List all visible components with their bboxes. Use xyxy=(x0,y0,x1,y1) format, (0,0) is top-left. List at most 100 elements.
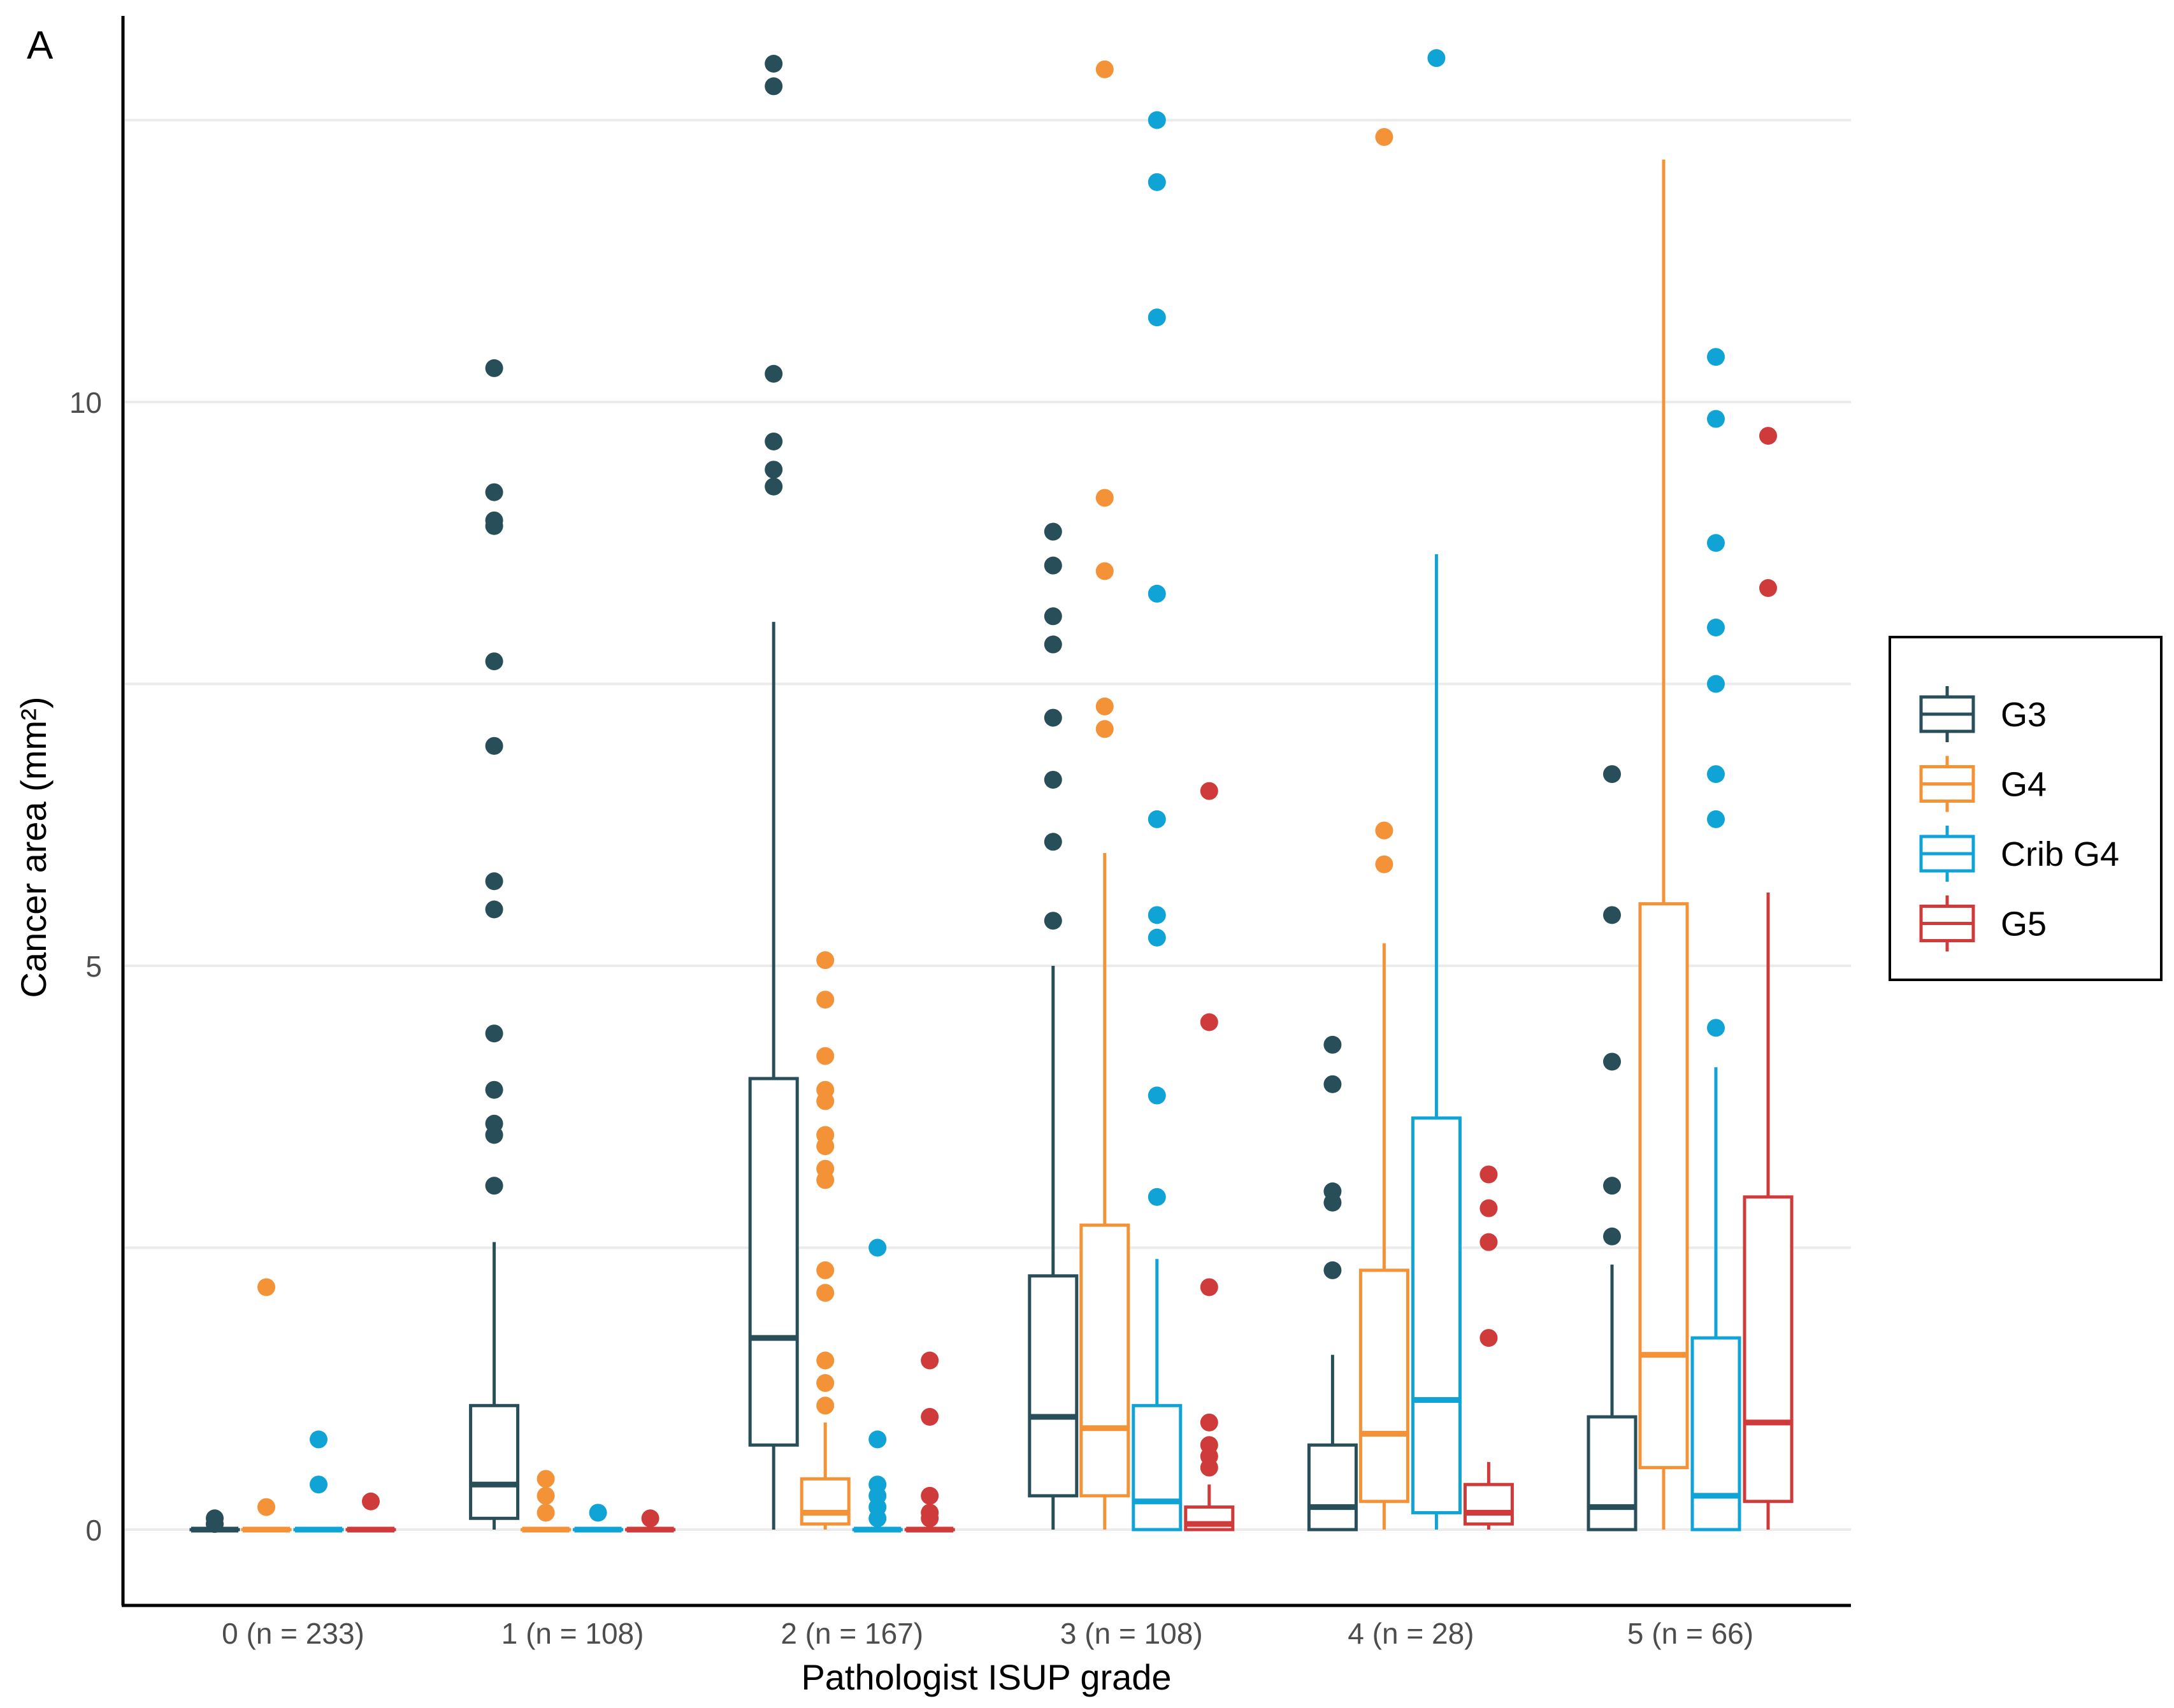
box xyxy=(1307,1443,1358,1532)
outlier-point xyxy=(921,1408,939,1426)
x-tick-label: 1 (n = 108) xyxy=(501,1617,644,1650)
outlier-point xyxy=(1707,348,1725,366)
outlier-point xyxy=(765,364,783,383)
outlier-point xyxy=(1707,810,1725,828)
outlier-point xyxy=(1479,1233,1498,1251)
outlier-point xyxy=(1427,49,1446,68)
outlier-point xyxy=(310,1430,328,1449)
box xyxy=(1079,1223,1130,1498)
outlier-point xyxy=(1044,912,1062,930)
outlier-point xyxy=(816,1284,835,1302)
outlier-point xyxy=(921,1503,939,1522)
outlier-point xyxy=(1603,1177,1621,1195)
outlier-point xyxy=(1603,1227,1621,1245)
outlier-point xyxy=(765,477,783,496)
box xyxy=(469,1403,520,1520)
outlier-point xyxy=(1148,111,1166,129)
x-tick-label: 3 (n = 108) xyxy=(1060,1617,1203,1650)
outlier-point xyxy=(1759,427,1777,445)
outlier-point xyxy=(641,1509,659,1528)
outlier-point xyxy=(536,1486,555,1505)
x-tick-label: 0 (n = 233) xyxy=(222,1617,364,1650)
outlier-point xyxy=(1044,708,1062,727)
box xyxy=(1132,1403,1183,1532)
outlier-point xyxy=(1323,1075,1342,1093)
outlier-point xyxy=(816,1351,835,1370)
outlier-point xyxy=(1044,522,1062,541)
outlier-point xyxy=(485,1080,503,1099)
outlier-point xyxy=(1095,720,1114,738)
y-tick-label: 0 xyxy=(85,1514,102,1547)
outlier-point xyxy=(485,872,503,891)
box xyxy=(1638,902,1689,1470)
outlier-point xyxy=(868,1238,887,1257)
outlier-point xyxy=(1148,810,1166,828)
outlier-point xyxy=(1044,607,1062,626)
outlier-point xyxy=(536,1503,555,1522)
legend-label: Crib G4 xyxy=(2001,835,2119,873)
outlier-point xyxy=(1148,1188,1166,1206)
outlier-point xyxy=(816,991,835,1009)
outlier-point xyxy=(1095,60,1114,78)
outlier-point xyxy=(1375,821,1393,840)
box xyxy=(1587,1415,1638,1532)
x-tick-labels: 0 (n = 233) 1 (n = 108) 2 (n = 167) 3 (n = … xyxy=(222,1617,1753,1650)
outlier-point xyxy=(485,652,503,671)
outlier-point xyxy=(1707,410,1725,428)
legend-label: G4 xyxy=(2001,766,2047,804)
outlier-point xyxy=(1200,1413,1218,1432)
outlier-point xyxy=(206,1515,224,1533)
outlier-point xyxy=(1095,489,1114,507)
outlier-point xyxy=(765,461,783,479)
outlier-point xyxy=(1759,579,1777,598)
outlier-point xyxy=(536,1470,555,1488)
outlier-point xyxy=(765,77,783,96)
legend-label: G3 xyxy=(2001,696,2047,734)
outlier-point xyxy=(816,1261,835,1279)
outlier-point xyxy=(1323,1035,1342,1054)
outlier-point xyxy=(1479,1199,1498,1217)
outlier-point xyxy=(1044,556,1062,575)
outlier-point xyxy=(485,1024,503,1043)
outlier-point xyxy=(1148,906,1166,924)
box xyxy=(1358,1268,1409,1503)
y-tick-labels: 0 5 10 xyxy=(69,386,102,1547)
outlier-point xyxy=(1095,697,1114,715)
outlier-point xyxy=(1603,1052,1621,1071)
box xyxy=(800,1477,851,1526)
outlier-point xyxy=(1148,928,1166,947)
y-tick-label: 5 xyxy=(85,950,102,983)
outlier-point xyxy=(1044,770,1062,789)
outlier-point xyxy=(485,1114,503,1133)
outlier-point xyxy=(362,1492,380,1511)
outlier-point xyxy=(1375,128,1393,147)
outlier-point xyxy=(868,1475,887,1494)
x-tick-label: 2 (n = 167) xyxy=(781,1617,923,1650)
outlier-point xyxy=(765,55,783,73)
box xyxy=(748,1077,799,1447)
outlier-point xyxy=(1375,855,1393,873)
outlier-point xyxy=(1323,1261,1342,1279)
outlier-point xyxy=(257,1278,275,1296)
y-axis-title: Cancer area (mm²) xyxy=(13,697,54,998)
outlier-point xyxy=(1707,765,1725,784)
outlier-point xyxy=(1095,562,1114,580)
outlier-point xyxy=(1200,1013,1218,1031)
series-g5 xyxy=(345,427,1794,1533)
outlier-point xyxy=(816,951,835,970)
outlier-point xyxy=(1200,1278,1218,1296)
outlier-point xyxy=(1148,173,1166,191)
outlier-point xyxy=(816,1159,835,1178)
legend-item-crib-g4: Crib G4 xyxy=(1919,826,2119,882)
legend-item-g5: G5 xyxy=(1919,895,2047,952)
x-tick-label: 5 (n = 66) xyxy=(1627,1617,1753,1650)
outlier-point xyxy=(816,1126,835,1144)
outlier-point xyxy=(1044,635,1062,654)
box xyxy=(1690,1336,1741,1532)
outlier-point xyxy=(589,1503,607,1522)
outlier-point xyxy=(1148,308,1166,327)
legend: G3 G4 Crib G4 G5 xyxy=(1889,636,2163,981)
outlier-point xyxy=(1707,675,1725,693)
outlier-point xyxy=(1603,906,1621,924)
